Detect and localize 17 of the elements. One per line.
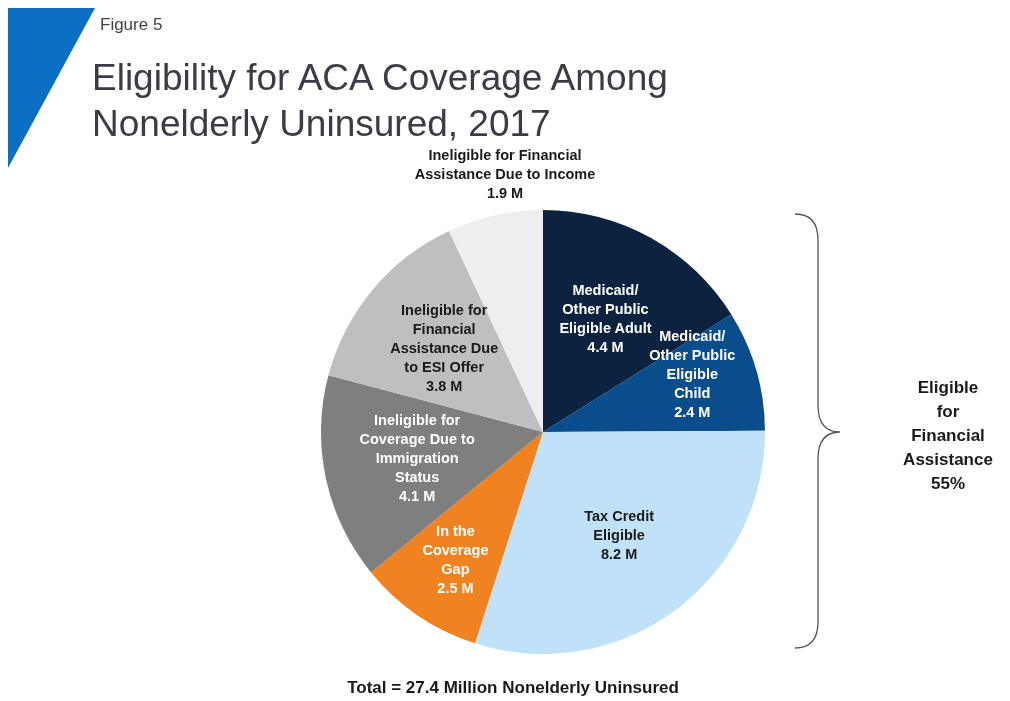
data-label: 3.8 M [426, 378, 463, 395]
slice-label: Ineligible for Financial Assistance Due to ESI Offer [390, 302, 499, 376]
text: Total = 27.4 Million Nonelderly Uninsured [347, 678, 679, 697]
data-label: 2.5 M [437, 579, 474, 596]
slice-label: Medicaid/ Other Public Eligible Adult [559, 281, 652, 336]
data-label: 2.4 M [674, 404, 711, 421]
data-label: 8.2 M [601, 545, 638, 562]
text: Figure 5 [100, 15, 163, 34]
data-label: 1.9 M [486, 184, 524, 201]
slice-label: In the Coverage Gap [422, 522, 489, 577]
slice-label: Ineligible for Coverage Due to Immigration Status [359, 412, 475, 486]
data-label: 4.1 M [399, 488, 436, 505]
chart-title: Eligibility for ACA Coverage Among Nonelderly Uninsured, 2017 [92, 57, 668, 144]
slice-label: Tax Credit Eligible [584, 507, 655, 543]
text: Eligible for Financial Assistance 55% [903, 378, 993, 493]
slice-label: Ineligible for Financial Assistance Due to Income [414, 146, 596, 182]
data-label: 4.4 M [587, 338, 624, 355]
